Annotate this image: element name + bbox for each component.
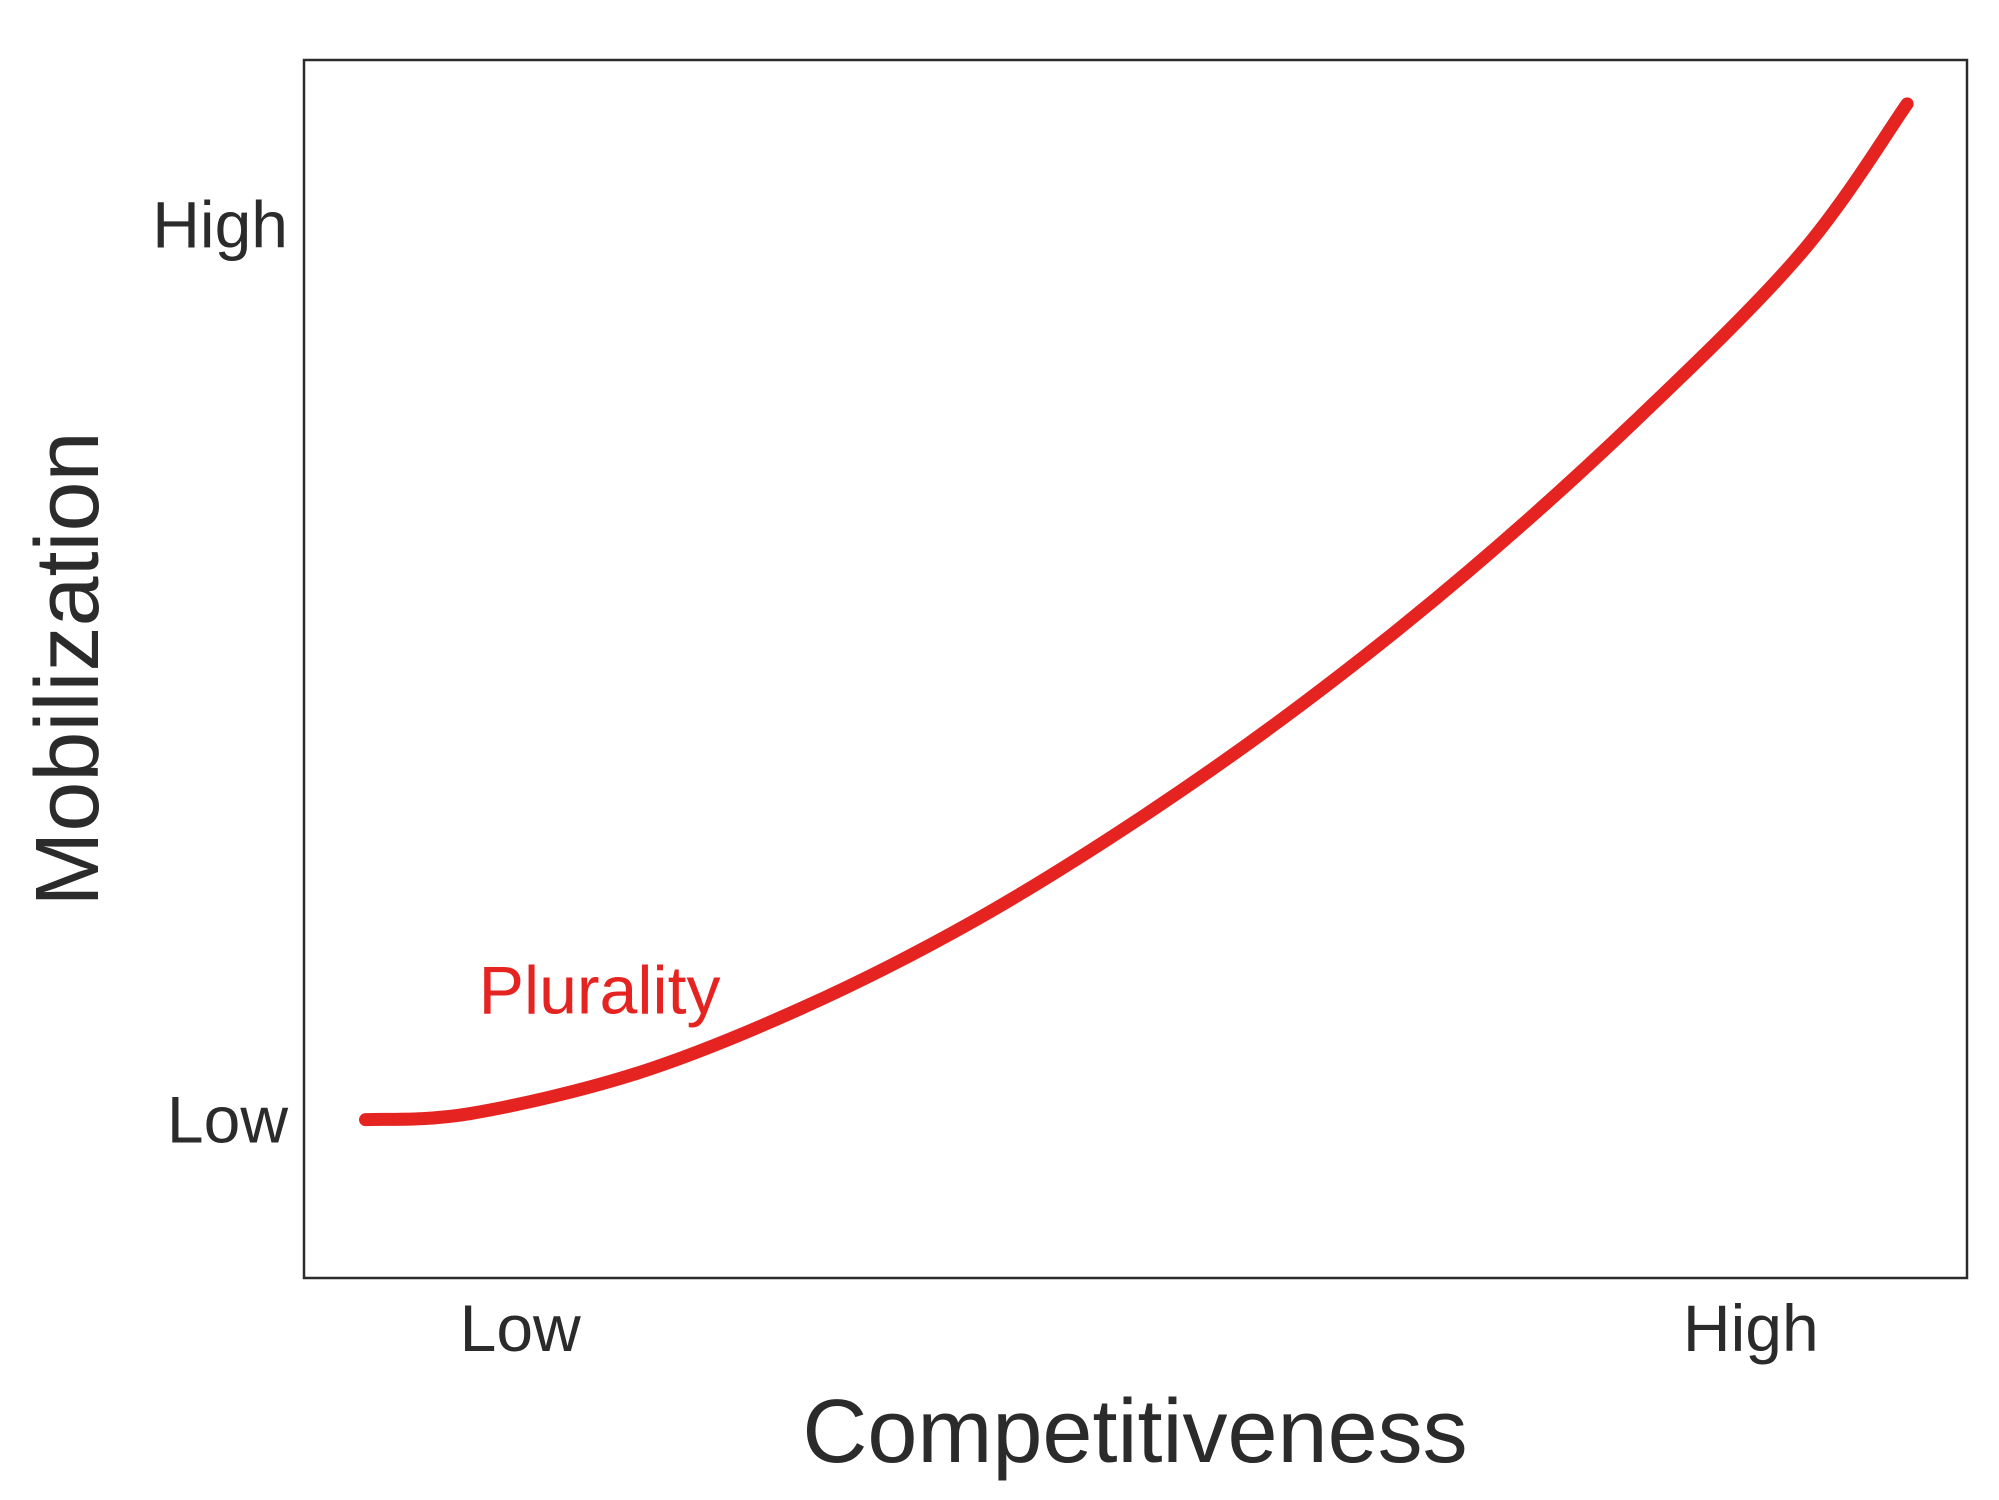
- x-tick-labels: Low High: [460, 1291, 1819, 1365]
- x-tick-label-low: Low: [460, 1291, 581, 1365]
- series-layer: Plurality: [359, 97, 1914, 1127]
- series-line-plurality: [359, 97, 1914, 1127]
- x-tick-label-high: High: [1683, 1291, 1819, 1365]
- x-axis-title: Competitiveness: [802, 1382, 1467, 1482]
- plot-frame: [302, 58, 1969, 1280]
- series-label-plurality: Plurality: [479, 952, 721, 1028]
- y-tick-label-low: Low: [167, 1083, 288, 1157]
- y-tick-label-high: High: [152, 187, 288, 261]
- y-axis-title: Mobilization: [18, 431, 118, 906]
- y-tick-labels: Low High: [152, 187, 288, 1156]
